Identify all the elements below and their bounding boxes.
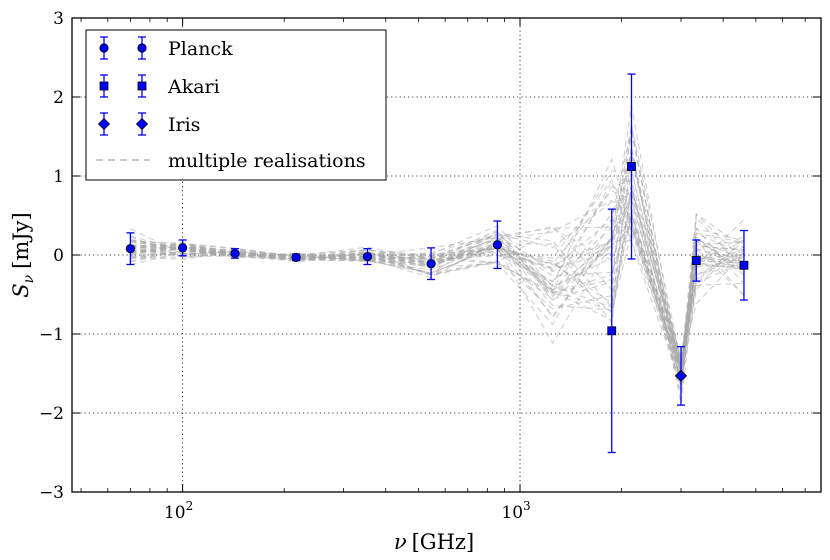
planck-point (362, 251, 373, 262)
akari-point (691, 256, 701, 265)
y-axis-label: Sν [mJy] (9, 212, 37, 298)
y-tick-label: 2 (53, 88, 64, 108)
y-tick-label: −3 (39, 483, 64, 503)
realisation-line (130, 149, 744, 366)
planck-point (492, 240, 503, 250)
x-axis-symbol: ν (394, 530, 407, 554)
legend-marker-iris (97, 117, 111, 131)
x-tick-label: 103 (501, 499, 530, 523)
akari-point (607, 326, 617, 336)
realisation-line (130, 199, 745, 380)
realisation-line (130, 153, 745, 379)
y-tick-label: 0 (53, 246, 64, 266)
x-tick-label: 102 (164, 499, 193, 523)
planck-point (125, 244, 135, 254)
planck-point (178, 243, 188, 253)
legend-marker-planck (99, 43, 109, 53)
legend-marker-akari (99, 81, 109, 91)
y-tick-label: −2 (39, 404, 64, 424)
realisation-line (130, 197, 744, 380)
axis-ticks: −3 −2 −1 0 1 2 3 102 103 (39, 9, 821, 523)
y-axis-unit: [mJy] (9, 212, 33, 269)
x-axis-unit: [GHz] (412, 530, 475, 554)
iris-point (674, 369, 688, 382)
y-tick-label: 3 (53, 9, 64, 29)
realisation-line (130, 157, 745, 374)
realisation-line (130, 211, 745, 368)
planck-point (230, 248, 240, 259)
legend-marker-planck (137, 43, 147, 53)
legend-label-planck: Planck (168, 38, 233, 60)
x-axis-label: ν [GHz] (394, 530, 474, 554)
legend: Planck Akari Iris multiple realisations (85, 29, 387, 181)
legend-label-realisations: multiple realisations (168, 150, 366, 172)
legend-label-akari: Akari (167, 76, 220, 98)
akari-point (739, 260, 749, 270)
legend-marker-iris (135, 117, 149, 131)
legend-label-iris: Iris (168, 114, 200, 136)
planck-point (426, 259, 436, 269)
legend-markers (96, 36, 150, 161)
planck-point (291, 252, 301, 262)
legend-box (85, 29, 387, 181)
realisation-line (130, 153, 745, 362)
y-tick-label: −1 (39, 325, 64, 345)
y-axis-symbol: S (9, 283, 33, 297)
y-axis-subscript: ν (21, 274, 37, 283)
data-points (125, 73, 749, 454)
akari-point (627, 162, 636, 171)
realisation-line (130, 191, 745, 386)
legend-marker-akari (137, 81, 147, 91)
y-tick-label: 1 (53, 167, 64, 187)
